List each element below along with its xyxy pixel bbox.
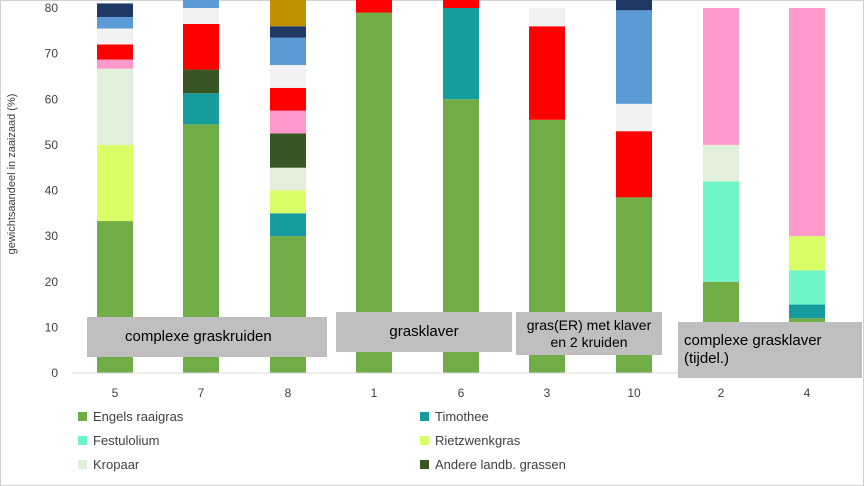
group-label-grasklaver: grasklaver (336, 312, 512, 352)
bar-segment (356, 0, 392, 13)
y-tick-label: 20 (45, 275, 59, 289)
x-tick-label: 7 (198, 386, 205, 400)
bar-segment (529, 26, 565, 120)
bar-segment (270, 133, 306, 168)
legend-item: Rietzwenkgras (420, 433, 520, 448)
bar-segment (97, 68, 133, 145)
bar-segment (97, 144, 133, 222)
group-label-text: grasklaver (389, 323, 459, 340)
bar-segment (183, 23, 219, 70)
y-tick-label: 10 (45, 320, 59, 334)
group-label-gras-er-met-klaver: gras(ER) met klaver en 2 kruiden (516, 312, 662, 355)
bar-segment (270, 190, 306, 214)
y-tick-label: 40 (45, 184, 59, 198)
bar-segment (270, 26, 306, 38)
legend-label: Engels raaigras (93, 409, 184, 424)
bar-segment (443, 8, 479, 100)
legend-swatch (420, 412, 429, 421)
bar-segment (97, 59, 133, 69)
bar-segment (183, 69, 219, 94)
bar-segment (616, 10, 652, 104)
bar-segment (789, 8, 825, 237)
legend-item: Festulolium (78, 433, 159, 448)
bar-segment (183, 93, 219, 125)
legend-item: Andere landb. grassen (420, 457, 566, 472)
bar-segment (183, 0, 219, 9)
legend-label: Festulolium (93, 433, 160, 448)
bar-segment (97, 28, 133, 45)
y-tick-label: 80 (45, 1, 59, 15)
legend-swatch (420, 436, 429, 445)
legend-label: Rietzwenkgras (435, 433, 521, 448)
x-tick-label: 2 (718, 386, 725, 400)
bar-segment (270, 213, 306, 237)
y-tick-label: 50 (45, 138, 59, 152)
legend-label: Kropaar (93, 457, 140, 472)
legend-label: Andere landb. grassen (435, 457, 566, 472)
legend-item: Kropaar (78, 457, 139, 472)
bar-segment (703, 181, 739, 282)
bar-segment (703, 8, 739, 145)
legend-swatch (420, 460, 429, 469)
x-tick-label: 4 (804, 386, 811, 400)
x-tick-label: 8 (285, 386, 292, 400)
bar-segment (183, 8, 219, 24)
bar-segment (789, 236, 825, 271)
x-tick-label: 5 (112, 386, 119, 400)
y-tick-label: 30 (45, 229, 59, 243)
legend-label: Timothee (435, 409, 489, 424)
bar-segment (97, 44, 133, 60)
group-label-text: complexe grasklaver (tijdel.) (684, 332, 822, 367)
y-tick-label: 70 (45, 47, 59, 61)
x-tick-label: 6 (458, 386, 465, 400)
legend-item: Engels raaigras (78, 409, 183, 424)
bar-segment (270, 87, 306, 111)
bar-segment (616, 0, 652, 11)
legend-swatch (78, 412, 87, 421)
group-label-text: complexe graskruiden (125, 328, 272, 345)
legend-swatch (78, 460, 87, 469)
bar-segment (97, 17, 133, 29)
bar-segment (616, 103, 652, 132)
bar-segment (529, 8, 565, 27)
bar-segment (270, 37, 306, 66)
group-label-text: gras(ER) met klaver en 2 kruiden (526, 316, 652, 350)
bar-segment (443, 0, 479, 9)
legend-item: Timothee (420, 409, 489, 424)
bar-segment (97, 3, 133, 18)
bar-segment (616, 131, 652, 198)
bar-segment (789, 304, 825, 319)
bar-segment (703, 144, 739, 182)
legend-swatch (78, 436, 87, 445)
group-label-complexe-grasklaver: complexe grasklaver (tijdel.) (678, 322, 862, 378)
group-label-complexe-graskruiden: complexe graskruiden (87, 317, 327, 357)
bar-segment (270, 0, 306, 27)
y-tick-label: 0 (51, 366, 58, 380)
bar-segment (789, 270, 825, 305)
chart-legend: Engels raaigras Timothee Festulolium Rietzw… (78, 405, 638, 485)
x-tick-label: 3 (544, 386, 551, 400)
bar-segment (270, 65, 306, 88)
y-tick-label: 60 (45, 92, 59, 106)
bar-segment (270, 167, 306, 191)
bar-segment (270, 110, 306, 134)
x-tick-label: 10 (627, 386, 641, 400)
y-axis-label: gewichtsaandeel in zaaizaad (%) (6, 93, 18, 255)
x-tick-label: 1 (371, 386, 378, 400)
